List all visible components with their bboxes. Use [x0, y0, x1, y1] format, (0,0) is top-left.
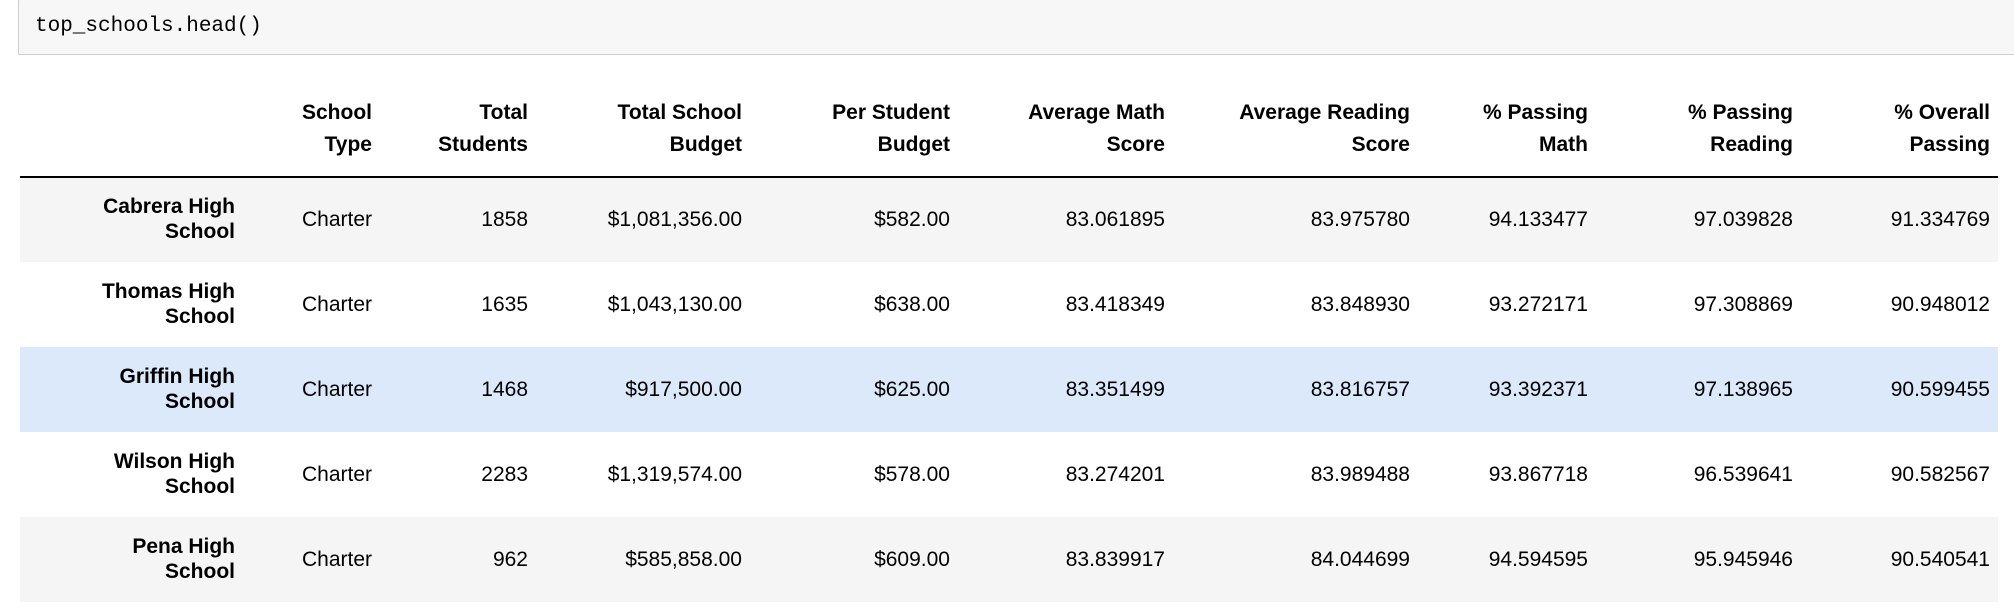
column-header: School Type	[243, 73, 380, 178]
table-cell: 90.540541	[1890, 547, 1990, 571]
column-header: Average Math Score	[958, 73, 1173, 178]
table-cell: 83.989488	[1310, 462, 1410, 486]
table-row: Cabrera High School Charter 1858 $1,081,356…	[20, 177, 1998, 262]
output-area: School Type Total Students Total School Bu…	[0, 73, 2014, 602]
code-cell-source[interactable]: top_schools.head()	[35, 15, 262, 38]
table-cell: 91.334769	[1890, 208, 1990, 231]
code-cell[interactable]: top_schools.head()	[18, 0, 2014, 55]
table-cell: 93.392371	[1488, 377, 1588, 401]
row-index-label: Thomas High School	[101, 279, 235, 328]
table-cell: $625.00	[874, 377, 950, 401]
table-cell: $1,319,574.00	[607, 462, 742, 486]
table-cell: 93.272171	[1488, 292, 1588, 316]
table-cell: $609.00	[874, 547, 950, 571]
table-cell: 90.948012	[1890, 292, 1990, 316]
column-header: % Passing Math	[1418, 73, 1596, 178]
table-cell: 962	[492, 547, 528, 571]
table-cell: 97.138965	[1693, 377, 1793, 401]
table-cell: 97.308869	[1693, 292, 1793, 316]
column-header: Total Students	[380, 73, 536, 178]
table-cell: 83.274201	[1065, 462, 1165, 486]
column-header: Average Reading Score	[1173, 73, 1418, 178]
table-cell: $638.00	[874, 292, 950, 316]
table-cell: $585,858.00	[625, 547, 742, 571]
row-index-label: Wilson High School	[113, 449, 235, 498]
table-cell: $917,500.00	[625, 377, 742, 401]
table-cell: $1,081,356.00	[607, 208, 742, 231]
table-row: Griffin High School Charter 1468 $917,500.0…	[20, 347, 1998, 432]
table-cell: $582.00	[874, 208, 950, 231]
table-row: Wilson High School Charter 2283 $1,319,574.…	[20, 432, 1998, 517]
table-cell: Charter	[301, 547, 372, 571]
table-cell: 94.133477	[1488, 208, 1588, 231]
table-cell: $1,043,130.00	[607, 292, 742, 316]
column-header: % Passing Reading	[1596, 73, 1801, 178]
table-cell: 83.839917	[1065, 547, 1165, 571]
table-cell: 90.582567	[1890, 462, 1990, 486]
table-row: Pena High School Charter 962 $585,858.00 $60…	[20, 517, 1998, 602]
table-cell: 1468	[481, 377, 528, 401]
row-index-label: Cabrera High School	[103, 195, 235, 243]
table-cell: Charter	[301, 292, 372, 316]
table-cell: 83.351499	[1065, 377, 1165, 401]
table-cell: 83.061895	[1065, 208, 1165, 231]
table-cell: 93.867718	[1488, 462, 1588, 486]
table-cell: 90.599455	[1890, 377, 1990, 401]
table-cell: 96.539641	[1693, 462, 1793, 486]
table-cell: 1635	[481, 292, 528, 316]
table-cell: 97.039828	[1693, 208, 1793, 231]
table-cell: Charter	[301, 377, 372, 401]
table-cell: 94.594595	[1488, 547, 1588, 571]
table-cell: 1858	[481, 208, 528, 231]
table-cell: 95.945946	[1693, 547, 1793, 571]
table-cell: 83.816757	[1310, 377, 1410, 401]
row-index-label: Pena High School	[132, 534, 235, 583]
index-corner-header	[20, 73, 243, 178]
dataframe-table: School Type Total Students Total School Bu…	[20, 73, 1998, 602]
column-header: % Overall Passing	[1801, 73, 1998, 178]
table-cell: 83.848930	[1310, 292, 1410, 316]
column-header: Per Student Budget	[750, 73, 958, 178]
row-index-label: Griffin High School	[119, 364, 235, 413]
table-cell: 2283	[481, 462, 528, 486]
table-cell: $578.00	[874, 462, 950, 486]
table-cell: 83.418349	[1065, 292, 1165, 316]
column-header: Total School Budget	[536, 73, 750, 178]
table-row: Thomas High School Charter 1635 $1,043,130.…	[20, 262, 1998, 347]
table-header-row: School Type Total Students Total School Bu…	[20, 73, 1998, 178]
table-cell: Charter	[301, 462, 372, 486]
table-cell: 84.044699	[1310, 547, 1410, 571]
table-cell: 83.975780	[1310, 208, 1410, 231]
table-cell: Charter	[301, 208, 372, 231]
